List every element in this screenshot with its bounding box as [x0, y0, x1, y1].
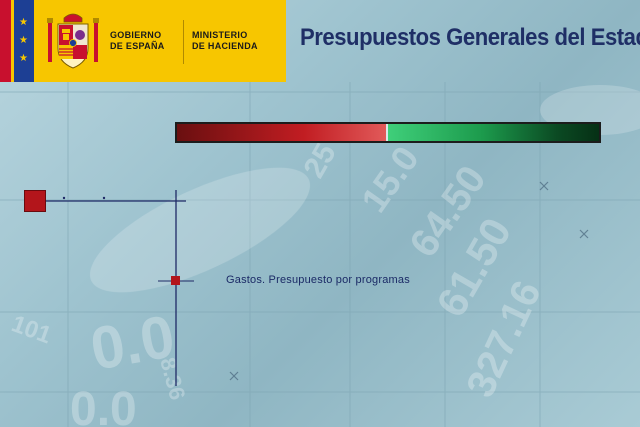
menu-item-marker[interactable]	[171, 276, 180, 285]
progress-bar	[175, 122, 601, 143]
government-name: GOBIERNO DE ESPAÑA	[110, 30, 165, 51]
eu-flag-strip: ★ ★ ★	[0, 0, 34, 82]
bg-number: 101	[8, 310, 55, 349]
star-icon: ★	[19, 53, 28, 64]
bg-number: 0.0	[86, 302, 180, 382]
coat-of-arms-icon	[47, 13, 99, 69]
progress-bar-red-segment	[177, 124, 388, 141]
header-divider	[183, 20, 184, 64]
ministry-name: MINISTERIO DE HACIENDA	[192, 30, 258, 51]
bg-number: 15.0	[353, 139, 427, 220]
bg-number: 0.0	[70, 383, 137, 427]
star-icon: ★	[19, 17, 28, 28]
government-logo-header: ★ ★ ★ GOBIERNO DE ESPAÑA MINISTERIO DE H…	[0, 0, 286, 82]
bg-number: 8.36	[155, 355, 190, 403]
progress-bar-green-segment	[388, 124, 599, 141]
progress-bar-divider	[386, 124, 389, 141]
star-icon: ★	[19, 35, 28, 46]
menu-item-gastos-presupuesto-programas[interactable]: Gastos. Presupuesto por programas	[226, 274, 410, 286]
home-square-marker[interactable]	[24, 190, 46, 212]
page-title: Presupuestos Generales del Estado	[300, 24, 640, 51]
